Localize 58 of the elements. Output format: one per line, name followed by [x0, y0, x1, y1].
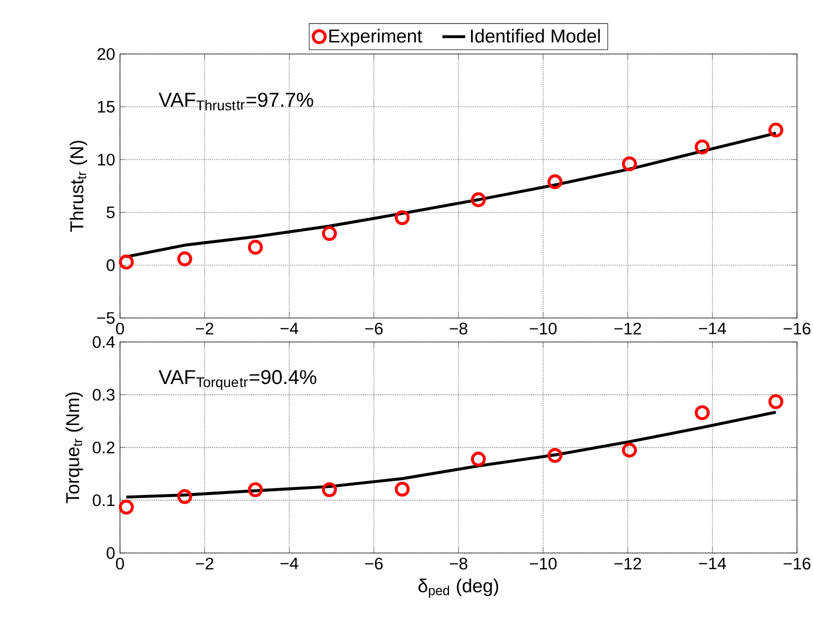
- y-tick-label: 0: [106, 547, 115, 559]
- legend-label: Identified Model: [471, 28, 600, 43]
- y-tick-label: 0.2: [92, 442, 114, 454]
- y-tick-label: 0: [106, 259, 115, 272]
- line-series: [124, 410, 778, 499]
- point: [548, 174, 562, 190]
- point: [248, 240, 263, 255]
- point: [470, 452, 486, 467]
- x-tick-label: −14: [699, 322, 726, 334]
- line-series: [124, 132, 778, 258]
- y-tick-label: 0.3: [92, 388, 115, 401]
- x-tick-label: −6: [365, 558, 383, 570]
- x-tick-label: −8: [450, 558, 468, 570]
- x-tick-label: −14: [699, 558, 726, 570]
- x-tick-label: −4: [280, 558, 298, 570]
- annotation: VAF$_{Thrusttr}$=97.7%: [158, 92, 314, 110]
- x-tick-label: −10: [530, 322, 557, 335]
- x-tick-label: −16: [784, 558, 810, 570]
- point: [622, 156, 637, 172]
- y-tick-label: 5: [106, 206, 115, 218]
- point: [394, 210, 410, 226]
- y-tick-label: 0.1: [92, 494, 114, 506]
- y-tick-label: 20: [98, 48, 115, 60]
- y-axis-title: Thrust$_{tr}$ (N): [70, 140, 88, 232]
- x-axis-title: δ$_{ped}$ (deg): [418, 578, 498, 598]
- y-axis-title: Torque$_{tr}$ (Nm): [66, 392, 83, 504]
- point: [768, 122, 784, 138]
- x-tick-label: 0: [116, 558, 124, 570]
- x-tick-label: −16: [784, 322, 810, 335]
- x-tick-label: −10: [530, 558, 557, 570]
- x-tick-label: −2: [196, 322, 214, 334]
- point: [118, 254, 134, 270]
- point: [548, 448, 562, 463]
- x-tick-label: −12: [614, 558, 642, 570]
- point: [694, 405, 710, 420]
- legend-label: Experiment: [329, 28, 422, 46]
- point: [694, 139, 710, 154]
- point: [177, 489, 192, 504]
- x-tick-label: −8: [450, 322, 468, 335]
- x-tick-label: 0: [116, 322, 124, 335]
- y-tick-label: 15: [98, 100, 115, 113]
- point: [394, 482, 410, 497]
- point: [177, 251, 192, 266]
- annotation: VAF$_{Torquetr}$=90.4%: [158, 370, 316, 390]
- y-tick-label: 0.4: [92, 336, 115, 348]
- x-tick-label: −2: [196, 558, 214, 570]
- point: [322, 482, 337, 498]
- point: [768, 394, 784, 410]
- y-tick-label: 10: [98, 154, 115, 166]
- x-tick-label: −12: [614, 322, 642, 334]
- y-tick-label: −5: [97, 312, 115, 324]
- x-tick-label: −4: [280, 322, 298, 334]
- x-tick-label: −6: [365, 322, 383, 335]
- point: [118, 500, 134, 515]
- point: [622, 442, 637, 458]
- point: [470, 192, 486, 208]
- point: [248, 482, 263, 498]
- point: [322, 226, 337, 241]
